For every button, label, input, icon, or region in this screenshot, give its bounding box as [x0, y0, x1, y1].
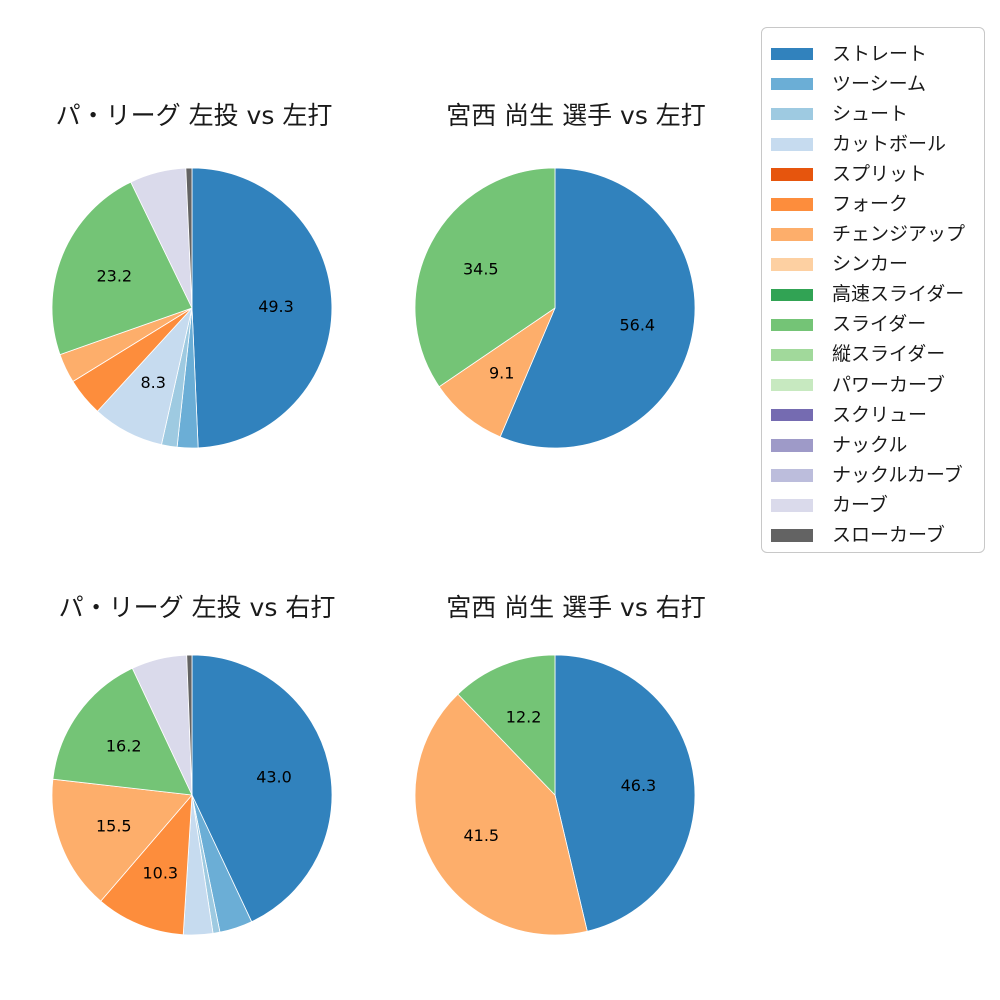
- legend-item-label: スライダー: [832, 313, 927, 336]
- legend-item: ナックルカーブ: [771, 460, 984, 490]
- legend-item: パワーカーブ: [771, 370, 984, 400]
- pie-slice-value-label: 15.5: [96, 816, 132, 835]
- legend-item: シュート: [771, 99, 984, 129]
- pie-slice-value-label: 41.5: [463, 826, 499, 845]
- legend-swatch: [771, 47, 813, 61]
- pie-slice: [499, 167, 696, 449]
- pie-slice-value-label: 23.2: [96, 267, 132, 286]
- legend-swatch: [771, 258, 813, 271]
- legend-item-label: シュート: [832, 102, 909, 125]
- legend-swatch: [771, 168, 813, 181]
- legend-swatch: [771, 288, 813, 302]
- pie-slice: [100, 794, 193, 936]
- legend-item: スプリット: [771, 159, 984, 189]
- legend-item-label: パワーカーブ: [832, 373, 945, 396]
- legend-item-label: 縦スライダー: [832, 343, 946, 366]
- pie-slice: [414, 167, 556, 388]
- pie-chart-pa-lhp-vs-lhb: 49.3 8.3 23.2: [51, 167, 333, 449]
- chart-title-pa-lhp-vs-lhb: パ・リーグ 左投 vs 左打: [55, 101, 333, 130]
- pie-slice-value-label: 10.3: [142, 863, 178, 882]
- pie-slice-value-label: 16.2: [106, 737, 142, 756]
- legend-swatch: [771, 138, 813, 151]
- legend-item: シンカー: [771, 250, 984, 280]
- pie-slice-value-label: 12.2: [506, 708, 542, 727]
- pie-slice: [457, 654, 556, 796]
- legend-item: カーブ: [771, 490, 984, 520]
- chart-title-miyanishi-vs-lhb: 宮西 尚生 選手 vs 左打: [446, 101, 706, 130]
- legend-item: ストレート: [771, 39, 984, 69]
- pie-slice: [185, 167, 193, 309]
- pie-slice-value-label: 49.3: [258, 297, 294, 316]
- legend-item: カットボール: [771, 129, 984, 159]
- legend-swatch: [771, 318, 813, 332]
- legend-item: 縦スライダー: [771, 340, 984, 370]
- legend-item-label: カットボール: [832, 132, 947, 155]
- legend-item: スローカーブ: [771, 521, 984, 551]
- pie-chart-miyanishi-vs-rhb: 46.3 41.5 12.2: [414, 654, 696, 936]
- legend-item-label: スクリュー: [832, 403, 928, 426]
- legend-swatch: [771, 469, 813, 482]
- pie-chart-miyanishi-vs-lhb: 56.4 9.1 34.5: [414, 167, 696, 449]
- pie-slice: [414, 693, 588, 936]
- pie-slice-value-label: 9.1: [489, 364, 514, 383]
- pie-slice: [554, 654, 696, 932]
- legend-swatch: [771, 198, 813, 211]
- legend-item: ナックル: [771, 430, 984, 460]
- pie-slice: [191, 654, 333, 923]
- pie-chart-pa-lhp-vs-rhb: 43.0 10.3 15.5 16.2: [51, 654, 333, 936]
- legend-item: ツーシーム: [771, 69, 984, 99]
- legend-item-label: シンカー: [832, 253, 909, 276]
- legend-item-label: チェンジアップ: [832, 223, 966, 246]
- pie-slice: [186, 654, 193, 796]
- legend-item-label: ナックル: [832, 433, 908, 456]
- legend-item: スライダー: [771, 310, 984, 340]
- pie-slice: [52, 667, 193, 796]
- pie-slice-value-label: 56.4: [619, 315, 655, 334]
- pie-slice: [51, 181, 193, 355]
- pie-slice-value-label: 8.3: [140, 373, 165, 392]
- legend-item-label: ストレート: [832, 42, 928, 65]
- legend-swatch: [771, 408, 813, 422]
- legend-item: フォーク: [771, 189, 984, 219]
- pie-slice: [438, 307, 556, 438]
- chart-title-miyanishi-vs-rhb: 宮西 尚生 選手 vs 右打: [446, 593, 706, 622]
- pie-slice: [51, 778, 193, 902]
- legend-swatch: [771, 378, 813, 392]
- legend-item-label: スプリット: [832, 162, 928, 185]
- pie-slice-value-label: 46.3: [621, 776, 657, 795]
- legend-swatch: [771, 499, 813, 512]
- legend-swatch: [771, 77, 813, 91]
- chart-title-pa-lhp-vs-rhb: パ・リーグ 左投 vs 右打: [58, 593, 336, 622]
- pie-slice: [191, 167, 333, 449]
- legend-item-label: ナックルカーブ: [832, 463, 963, 486]
- legend-item-label: カーブ: [832, 493, 888, 516]
- legend-item-label: ツーシーム: [832, 72, 927, 95]
- legend-swatch: [771, 348, 813, 362]
- legend-swatch: [771, 529, 813, 542]
- pie-slice-value-label: 34.5: [463, 259, 499, 278]
- legend-swatch: [771, 439, 813, 452]
- pie-slice-value-label: 43.0: [256, 767, 292, 786]
- legend-item-label: スローカーブ: [832, 524, 945, 547]
- legend-swatch: [771, 228, 813, 241]
- legend-swatch: [771, 107, 813, 121]
- legend-item-label: フォーク: [832, 193, 909, 216]
- legend-box: ストレートツーシームシュートカットボール スプリットフォークチェンジアップ シンカー…: [761, 27, 985, 553]
- legend-item: 高速スライダー: [771, 280, 984, 310]
- legend-item: チェンジアップ: [771, 220, 984, 250]
- legend-item: スクリュー: [771, 400, 984, 430]
- legend-item-label: 高速スライダー: [832, 283, 965, 306]
